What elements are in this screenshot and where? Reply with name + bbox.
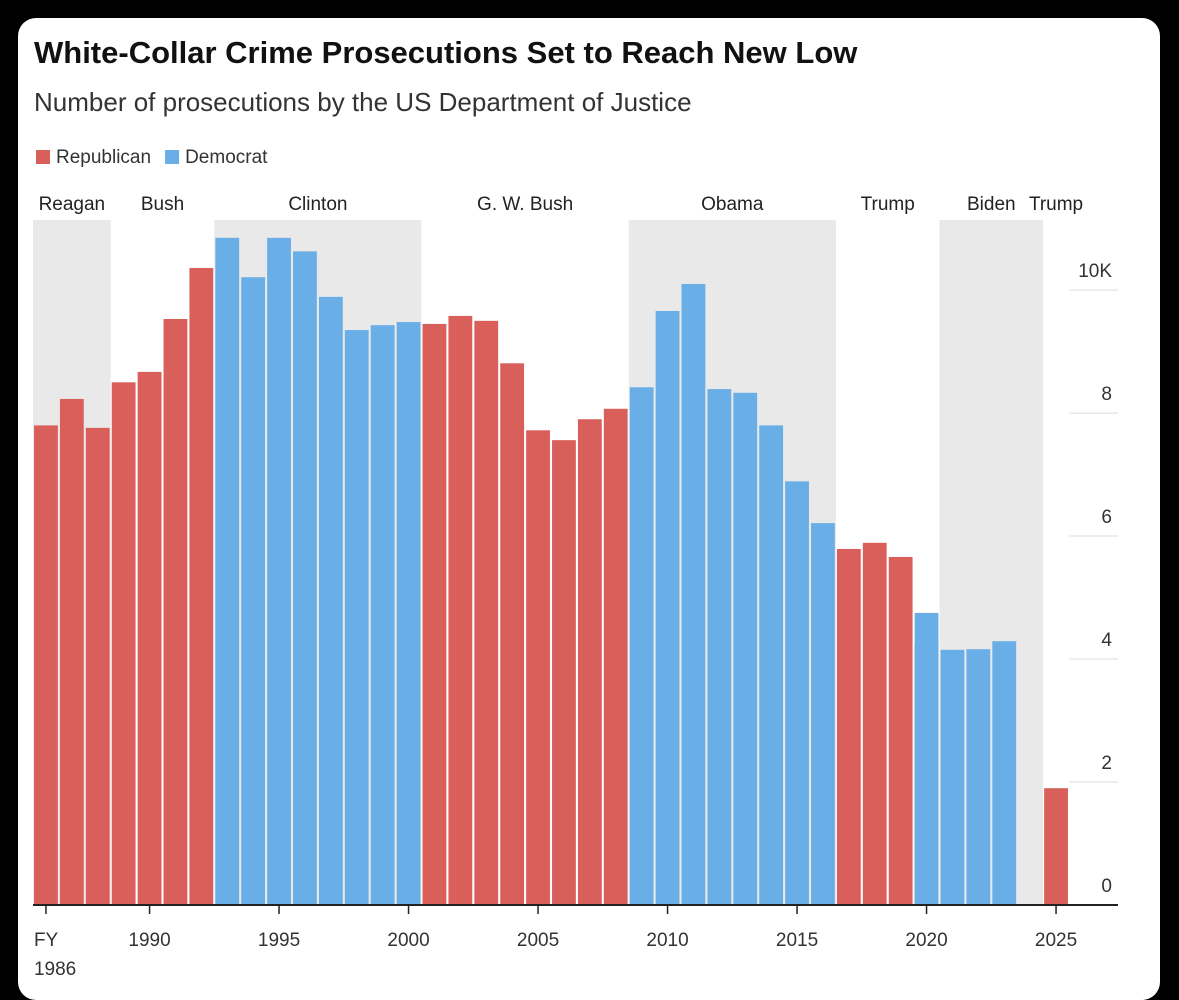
bar bbox=[966, 649, 991, 905]
y-tick-label: 2 bbox=[1101, 753, 1112, 774]
bar bbox=[836, 548, 861, 905]
legend-label: Republican bbox=[56, 147, 151, 168]
y-tick-label: 0 bbox=[1101, 876, 1112, 897]
bar bbox=[189, 267, 214, 906]
era-label: Trump bbox=[1029, 194, 1083, 215]
bar bbox=[733, 392, 758, 906]
y-tick-label: 6 bbox=[1101, 507, 1112, 528]
bar bbox=[707, 389, 732, 905]
bar bbox=[785, 481, 809, 905]
bar bbox=[992, 641, 1017, 905]
bar bbox=[396, 322, 421, 905]
bar bbox=[655, 311, 680, 905]
era-label: Obama bbox=[701, 194, 764, 215]
bar bbox=[344, 330, 369, 905]
x-tick-label: 1995 bbox=[258, 930, 300, 951]
bar bbox=[888, 556, 913, 905]
legend-label: Democrat bbox=[185, 147, 268, 168]
legend-swatch bbox=[165, 150, 180, 164]
bar bbox=[474, 320, 499, 905]
bar bbox=[862, 542, 887, 905]
bar bbox=[111, 382, 136, 905]
bar bbox=[759, 425, 784, 905]
y-tick-label: 8 bbox=[1101, 384, 1112, 405]
bar bbox=[59, 398, 84, 905]
bar bbox=[267, 237, 291, 905]
era-label: Trump bbox=[861, 194, 915, 215]
x-tick-label: 2015 bbox=[776, 930, 818, 951]
y-tick-label: 10K bbox=[1078, 261, 1112, 282]
bar bbox=[526, 430, 550, 905]
bar bbox=[940, 649, 965, 905]
bar bbox=[215, 237, 240, 905]
bar bbox=[137, 371, 162, 905]
bar bbox=[1044, 788, 1068, 905]
x-tick-label: 2020 bbox=[905, 930, 947, 951]
chart-subtitle: Number of prosecutions by the US Departm… bbox=[34, 87, 692, 117]
bar bbox=[552, 440, 576, 905]
bar bbox=[163, 318, 188, 905]
chart-title: White-Collar Crime Prosecutions Set to R… bbox=[34, 35, 858, 70]
x-tick-label: 2010 bbox=[646, 930, 688, 951]
bar bbox=[34, 425, 58, 905]
era-label: G. W. Bush bbox=[477, 194, 573, 215]
x-tick-label-line: FY bbox=[34, 930, 59, 951]
bar bbox=[577, 419, 602, 905]
x-tick-label-line: 1986 bbox=[34, 959, 76, 980]
era-label: Bush bbox=[141, 194, 184, 215]
bar bbox=[629, 387, 654, 905]
bar bbox=[914, 612, 939, 905]
bar bbox=[241, 277, 266, 906]
era-label: Biden bbox=[967, 194, 1016, 215]
bar bbox=[681, 283, 706, 906]
x-tick-label: 1990 bbox=[128, 930, 170, 951]
x-tick-label: FY 1986 bbox=[34, 930, 76, 980]
bar bbox=[603, 408, 628, 905]
bar bbox=[448, 315, 473, 906]
legend-swatch bbox=[36, 150, 50, 164]
bar bbox=[500, 363, 525, 906]
bar bbox=[811, 523, 835, 905]
bar bbox=[293, 251, 317, 905]
era-label: Clinton bbox=[288, 194, 347, 215]
era-label: Reagan bbox=[39, 194, 106, 215]
bar bbox=[370, 325, 395, 906]
y-tick-label: 4 bbox=[1101, 630, 1112, 651]
x-tick-label: 2000 bbox=[387, 930, 429, 951]
bar bbox=[422, 323, 447, 905]
x-tick-label: 2025 bbox=[1035, 930, 1077, 951]
bar bbox=[318, 296, 343, 905]
x-tick-label: 2005 bbox=[517, 930, 559, 951]
bar bbox=[85, 427, 110, 905]
